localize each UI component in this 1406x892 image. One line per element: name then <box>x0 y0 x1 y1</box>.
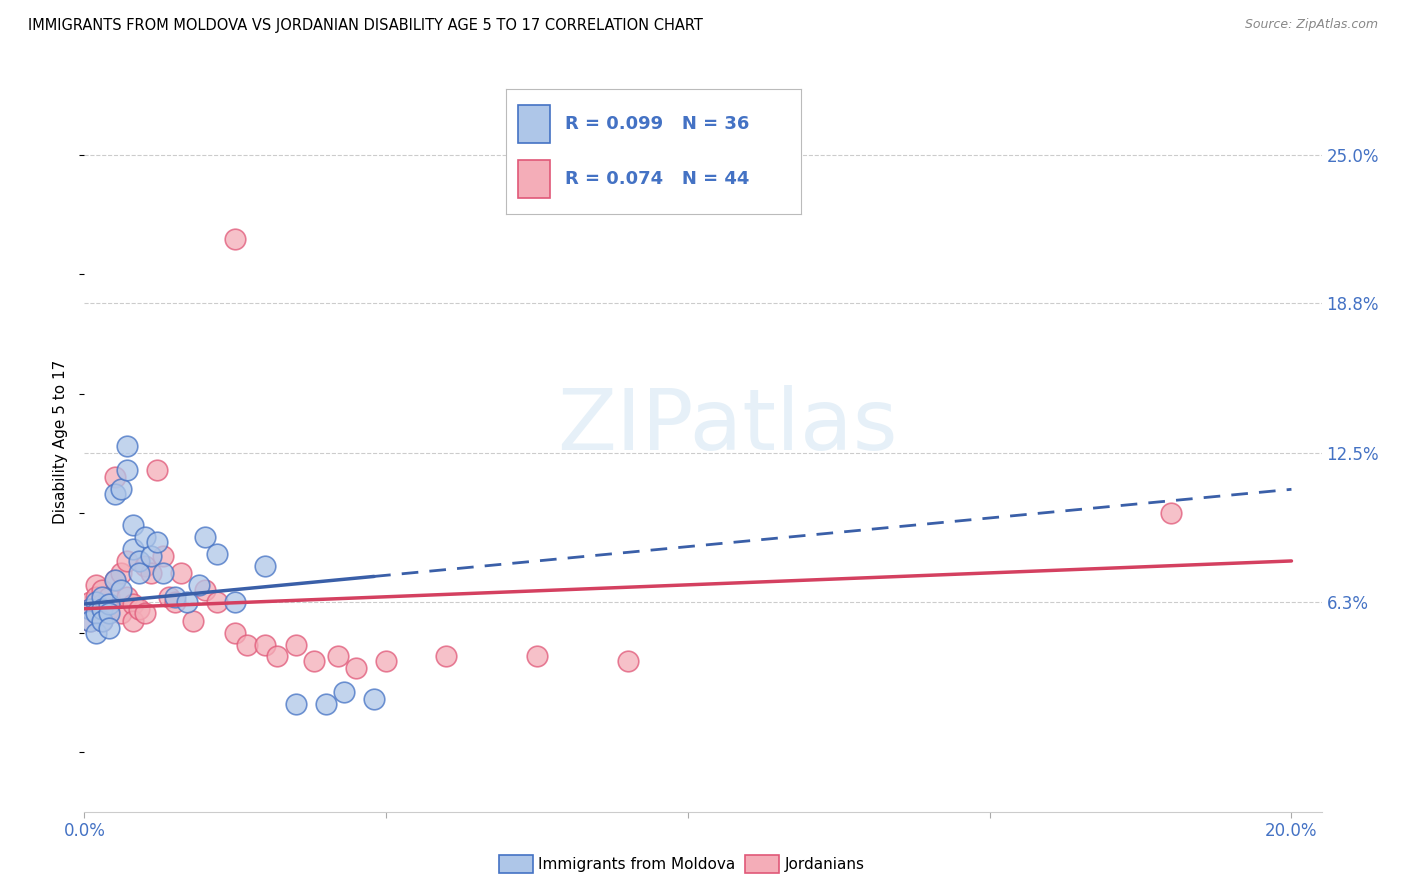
Point <box>205 547 228 561</box>
Point <box>79 601 101 615</box>
Point <box>526 649 548 664</box>
Point <box>121 597 143 611</box>
Point <box>375 654 398 668</box>
Y-axis label: Disability Age 5 to 17: Disability Age 5 to 17 <box>53 359 69 524</box>
Point <box>315 698 337 712</box>
Text: Source: ZipAtlas.com: Source: ZipAtlas.com <box>1244 18 1378 31</box>
Point <box>302 654 325 668</box>
Point <box>284 698 307 712</box>
Point <box>163 590 186 604</box>
Point <box>97 607 120 621</box>
Point <box>128 554 150 568</box>
Point <box>176 594 198 608</box>
Point <box>79 614 101 628</box>
Point <box>284 638 307 652</box>
Point <box>86 594 108 608</box>
Point <box>139 566 162 580</box>
Point <box>363 692 385 706</box>
Point <box>163 594 186 608</box>
Point <box>91 601 114 615</box>
Point <box>91 614 114 628</box>
Text: R = 0.099   N = 36: R = 0.099 N = 36 <box>565 115 749 133</box>
Point <box>1160 506 1182 520</box>
Point <box>224 231 246 245</box>
Text: R = 0.074   N = 44: R = 0.074 N = 44 <box>565 170 749 188</box>
Point <box>97 597 120 611</box>
Point <box>139 549 162 564</box>
Point <box>79 601 101 615</box>
Point <box>91 590 114 604</box>
Point <box>344 661 367 675</box>
Point <box>86 607 108 621</box>
Point <box>79 614 101 628</box>
Point <box>254 638 277 652</box>
Point <box>152 566 174 580</box>
Point <box>326 649 349 664</box>
Point <box>205 594 228 608</box>
Point <box>266 649 288 664</box>
Text: Immigrants from Moldova: Immigrants from Moldova <box>538 857 735 871</box>
Point <box>86 625 108 640</box>
Point <box>86 578 108 592</box>
Point <box>121 614 143 628</box>
Point <box>110 582 132 597</box>
Bar <box>517 161 550 198</box>
Point <box>103 573 125 587</box>
Point <box>121 518 143 533</box>
Point <box>152 549 174 564</box>
Text: ZIPatlas: ZIPatlas <box>557 385 898 468</box>
Point <box>97 601 120 615</box>
Point <box>170 566 193 580</box>
Point <box>128 566 150 580</box>
Point <box>91 614 114 628</box>
Point <box>103 573 125 587</box>
Point <box>86 607 108 621</box>
Point <box>97 621 120 635</box>
Point <box>97 590 120 604</box>
Text: IMMIGRANTS FROM MOLDOVA VS JORDANIAN DISABILITY AGE 5 TO 17 CORRELATION CHART: IMMIGRANTS FROM MOLDOVA VS JORDANIAN DIS… <box>28 18 703 33</box>
Point <box>146 463 169 477</box>
Point <box>333 685 356 699</box>
Point <box>110 566 132 580</box>
Point <box>194 582 217 597</box>
Point <box>86 590 108 604</box>
Point <box>115 590 138 604</box>
Point <box>134 558 156 573</box>
Point <box>110 607 132 621</box>
Point <box>121 541 143 556</box>
Point <box>134 607 156 621</box>
Point <box>103 487 125 501</box>
Point <box>194 530 217 544</box>
Point <box>134 530 156 544</box>
Point <box>236 638 259 652</box>
Point <box>254 558 277 573</box>
Point <box>110 483 132 497</box>
Point <box>128 601 150 615</box>
Point <box>115 554 138 568</box>
Point <box>115 463 138 477</box>
Point <box>436 649 458 664</box>
Point <box>188 578 211 592</box>
Point <box>103 470 125 484</box>
Point <box>157 590 180 604</box>
Bar <box>517 105 550 143</box>
Point <box>146 534 169 549</box>
Point <box>91 582 114 597</box>
Point <box>79 594 101 608</box>
Point <box>91 597 114 611</box>
Text: Jordanians: Jordanians <box>785 857 865 871</box>
Point <box>224 594 246 608</box>
Point <box>224 625 246 640</box>
Point <box>115 439 138 453</box>
Point <box>181 614 204 628</box>
Point <box>616 654 638 668</box>
